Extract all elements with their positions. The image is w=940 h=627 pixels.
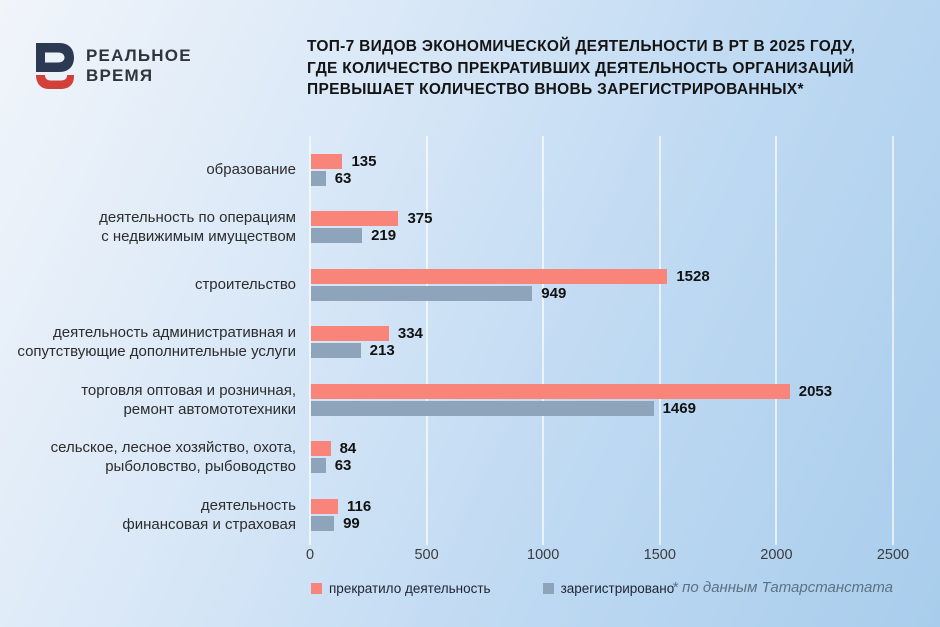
value-label: 135 — [351, 152, 377, 170]
category-label: сельское, лесное хозяйство, охота, рыбол… — [50, 439, 296, 476]
chart-row: деятельность финансовая и страховая 116 99 — [0, 486, 940, 544]
legend-label: прекратило деятельность — [329, 581, 491, 596]
bar-ceased — [311, 383, 790, 399]
bar-pair: 84 63 — [311, 440, 894, 475]
chart-row: строительство 1528 949 — [0, 256, 940, 314]
bar-ceased — [311, 268, 668, 284]
x-tick-label: 2000 — [760, 547, 793, 563]
legend-swatch-registered — [542, 583, 554, 594]
value-label: 334 — [397, 325, 423, 343]
category-label: строительство — [194, 276, 296, 294]
value-label: 63 — [334, 457, 352, 475]
x-tick-label: 1000 — [527, 547, 560, 563]
category-label: деятельность по операциям с недвижимым и… — [99, 209, 296, 246]
value-label: 63 — [334, 169, 352, 187]
bar-ceased — [311, 498, 339, 514]
bar-registered — [311, 170, 326, 186]
bar-pair: 135 63 — [311, 152, 894, 187]
footnote: * по данным Татарстанстата — [672, 579, 893, 596]
category-label: торговля оптовая и розничная, ремонт авт… — [81, 381, 296, 418]
value-label: 84 — [339, 440, 357, 458]
value-label: 949 — [541, 284, 567, 302]
x-tick-label: 0 — [305, 547, 315, 563]
bar-registered — [311, 343, 361, 359]
value-label: 2053 — [798, 382, 833, 400]
category-label: деятельность административная и сопутств… — [17, 324, 296, 361]
value-label: 375 — [407, 210, 433, 228]
bar-ceased — [311, 211, 399, 227]
bar-ceased — [311, 441, 331, 457]
bar-pair: 2053 1469 — [311, 382, 894, 417]
legend: прекратило деятельность зарегистрировано — [311, 581, 674, 596]
brand-name-line1: РЕАЛЬНОЕ — [86, 46, 192, 65]
x-axis: 0 500 1000 1500 2000 2500 — [306, 547, 909, 567]
bar-pair: 116 99 — [311, 497, 894, 532]
x-tick-label: 2500 — [876, 547, 910, 563]
bar-registered — [311, 458, 326, 474]
value-label: 213 — [369, 342, 395, 360]
bar-registered — [311, 515, 335, 531]
bar-pair: 375 219 — [311, 210, 894, 245]
legend-label: зарегистрировано — [560, 581, 675, 596]
chart-row: деятельность по операциям с недвижимым и… — [0, 199, 940, 257]
bar-registered — [311, 228, 363, 244]
value-label: 99 — [343, 514, 360, 532]
legend-item: прекратило деятельность — [311, 581, 491, 596]
value-label: 116 — [347, 497, 372, 515]
value-label: 219 — [371, 227, 397, 245]
bar-ceased — [311, 326, 389, 342]
chart-row: сельское, лесное хозяйство, охота, рыбол… — [0, 429, 940, 487]
x-tick-label: 500 — [414, 547, 439, 563]
chart-row: деятельность административная и сопутств… — [0, 314, 940, 372]
value-label: 1528 — [676, 267, 710, 285]
chart-title: ТОП-7 ВИДОВ ЭКОНОМИЧЕСКОЙ ДЕЯТЕЛЬНОСТИ В… — [307, 38, 856, 98]
chart-row: торговля оптовая и розничная, ремонт авт… — [0, 371, 940, 429]
value-label: 1469 — [662, 399, 696, 417]
bar-pair: 334 213 — [311, 325, 894, 360]
bar-registered — [311, 400, 654, 416]
chart-row: образование 135 63 — [0, 141, 940, 199]
brand-logo-icon — [36, 43, 74, 89]
brand-name-line2: ВРЕМЯ — [86, 66, 154, 85]
brand-logo: РЕАЛЬНОЕ ВРЕМЯ — [33, 42, 192, 90]
legend-item: зарегистрировано — [542, 581, 675, 596]
category-label: образование — [206, 161, 296, 179]
bar-registered — [311, 285, 533, 301]
chart-rows: образование 135 63 деятельность по операция… — [0, 141, 940, 544]
legend-swatch-ceased — [311, 583, 322, 594]
brand-name: РЕАЛЬНОЕ ВРЕМЯ — [86, 46, 192, 86]
bar-ceased — [311, 153, 343, 169]
x-tick-label: 1500 — [643, 547, 676, 563]
category-label: деятельность финансовая и страховая — [122, 496, 296, 533]
bar-pair: 1528 949 — [311, 267, 894, 302]
